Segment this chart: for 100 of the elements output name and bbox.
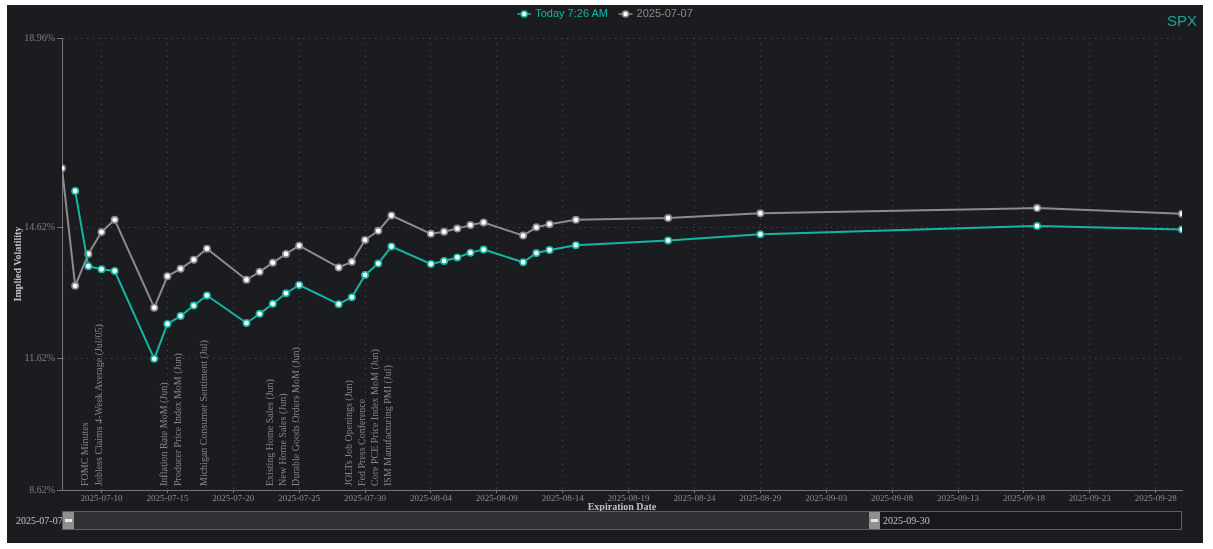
point (84, 262, 93, 271)
point (71, 187, 80, 195)
point (756, 230, 765, 239)
point (519, 258, 528, 267)
point (466, 221, 475, 230)
annotation: New Home Sales (Jun) (277, 393, 289, 486)
x-tick-label: 2025-09-03 (805, 492, 848, 503)
point (519, 231, 528, 240)
annotation: Inflation Rate MoM (Jun) (158, 382, 171, 486)
point (756, 209, 765, 218)
point (361, 235, 370, 244)
x-tick-label: 2025-07-25 (278, 492, 321, 503)
point (189, 301, 198, 310)
point (242, 319, 251, 328)
point (334, 263, 343, 272)
point (387, 242, 396, 251)
annotation: Fed Press Conference (356, 398, 368, 486)
point (479, 245, 488, 254)
point (440, 256, 449, 265)
x-tick-label: 2025-09-28 (1134, 492, 1178, 503)
point (571, 241, 580, 250)
point (176, 264, 185, 273)
x-tick-label: 2025-07-10 (80, 492, 124, 503)
legend-label: Today 7:26 AM (535, 7, 608, 20)
point (426, 260, 435, 268)
x-tick-label: 2025-07-30 (344, 492, 387, 503)
x-tick-label: 2025-07-15 (146, 492, 189, 503)
x-tick-label: 2025-08-29 (739, 492, 782, 503)
annotation: Durable Goods Orders MoM (Jun) (290, 347, 303, 486)
point (479, 218, 488, 227)
annotation: Michigan Consumer Sentiment (Jul) (197, 340, 210, 486)
x-tick-label: 2025-07-20 (212, 492, 255, 503)
x-tick-label: 2025-09-18 (1002, 492, 1046, 503)
point (163, 319, 172, 328)
chart-title: SPX (1166, 12, 1197, 30)
point (189, 255, 198, 264)
point (268, 299, 277, 308)
point (347, 293, 356, 302)
point (374, 226, 383, 235)
x-tick-label: 2025-09-08 (871, 492, 914, 503)
x-tick-label: 2025-09-13 (937, 492, 980, 503)
point (545, 220, 554, 229)
point (347, 257, 356, 266)
point (97, 265, 106, 274)
point (532, 223, 541, 232)
point (361, 270, 370, 279)
point (110, 215, 119, 224)
point (387, 211, 396, 220)
point (150, 303, 159, 312)
annotation: Jobless Claims 4-Week Average (Jul/05) (92, 324, 105, 486)
point (282, 289, 290, 298)
y-tick-label: 8.62% (29, 483, 55, 495)
point (176, 312, 185, 321)
point (71, 281, 80, 290)
point (202, 244, 211, 253)
point (163, 272, 172, 281)
x-tick-label: 2025-08-09 (475, 492, 519, 503)
point (664, 236, 673, 245)
point (282, 249, 290, 258)
y-tick-label: 18.96% (24, 31, 55, 43)
point (150, 354, 159, 363)
annotation: FOMC Minutes (79, 422, 91, 486)
point (466, 248, 475, 257)
point (255, 309, 264, 318)
point (545, 246, 554, 255)
y-tick-label: 14.62% (24, 221, 55, 233)
x-tick-label: 2025-08-19 (607, 492, 651, 503)
x-tick-label: 2025-08-04 (409, 492, 453, 503)
point (97, 228, 106, 237)
point (453, 224, 462, 233)
point (571, 215, 580, 224)
point (453, 253, 462, 262)
point (295, 241, 304, 250)
point (334, 300, 343, 309)
legend-label: 2025-07-07 (636, 7, 693, 20)
point (426, 229, 435, 238)
point (1033, 204, 1042, 213)
annotation: ISM Manufacturing PMI (Jul) (382, 365, 395, 486)
point (255, 267, 264, 276)
range-slider: 2025-07-07 2025-09-30 (16, 511, 1182, 530)
y-axis-title: Implied Volatility (11, 226, 23, 302)
annotation: Existing Home Sales (Jun) (263, 379, 276, 486)
annotation: Producer Price Index MoM (Jun) (171, 353, 184, 486)
point (295, 280, 304, 289)
point (440, 227, 449, 236)
x-tick-label: 2025-08-14 (541, 492, 585, 503)
point (110, 266, 119, 275)
point (1033, 221, 1042, 230)
point (202, 291, 211, 300)
annotation: Core PCE Price Index MoM (Jun) (369, 349, 382, 486)
point (532, 249, 541, 258)
x-tick-label: 2025-09-23 (1068, 492, 1112, 503)
y-tick-label: 11.62% (24, 352, 55, 364)
annotation: JOLTs Job Openings (Jun) (342, 380, 355, 486)
point (664, 214, 673, 223)
point (268, 258, 277, 267)
point (374, 259, 383, 268)
x-tick-label: 2025-08-24 (673, 492, 716, 503)
point (242, 275, 251, 284)
x-axis-title: Expiration Date (587, 500, 657, 512)
